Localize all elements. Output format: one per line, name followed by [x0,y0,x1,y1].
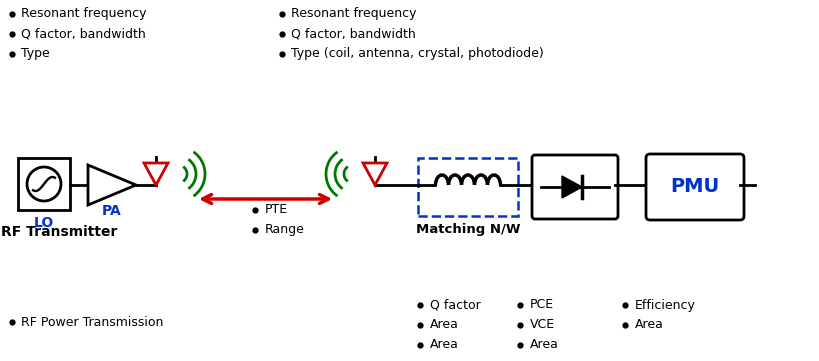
Text: Resonant frequency: Resonant frequency [21,8,147,21]
Polygon shape [363,163,387,185]
Text: Type (coil, antenna, crystal, photodiode): Type (coil, antenna, crystal, photodiode… [291,48,543,61]
Text: RF Transmitter: RF Transmitter [1,225,117,239]
Text: Area: Area [529,339,559,352]
FancyBboxPatch shape [532,155,618,219]
Text: PA: PA [102,204,121,218]
Polygon shape [144,163,168,185]
Text: Q factor: Q factor [429,299,480,312]
Text: Efficiency: Efficiency [634,299,695,312]
Text: PCE: PCE [529,299,554,312]
Text: VCE: VCE [529,318,554,331]
Text: Q factor, bandwidth: Q factor, bandwidth [21,27,146,40]
Polygon shape [88,165,136,205]
Text: Q factor, bandwidth: Q factor, bandwidth [291,27,415,40]
Text: Type: Type [21,48,50,61]
FancyBboxPatch shape [18,158,70,210]
Text: Resonant frequency: Resonant frequency [291,8,416,21]
Text: Matching N/W: Matching N/W [415,223,519,236]
Text: PMU: PMU [670,178,719,196]
Polygon shape [561,176,581,198]
Text: Range: Range [265,223,305,236]
Text: Area: Area [429,318,459,331]
Text: PTE: PTE [265,204,287,217]
Text: LO: LO [34,216,54,230]
FancyBboxPatch shape [418,158,518,216]
Text: Area: Area [429,339,459,352]
Text: Area: Area [634,318,663,331]
FancyBboxPatch shape [645,154,743,220]
Text: RF Power Transmission: RF Power Transmission [21,316,163,329]
